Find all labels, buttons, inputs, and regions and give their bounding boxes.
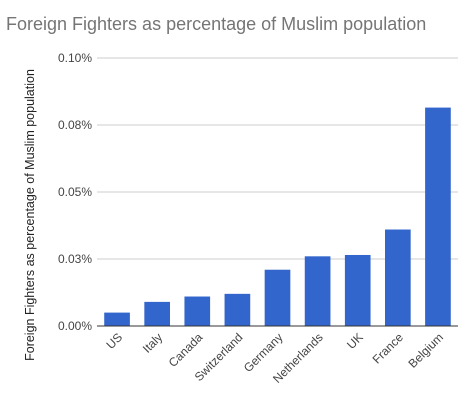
bar	[144, 301, 171, 326]
y-tick-label: 0.10%	[58, 51, 92, 65]
x-tick-label: US	[103, 330, 125, 352]
x-tick-label: Canada	[166, 330, 206, 370]
x-tick-label: UK	[344, 330, 366, 352]
bar	[384, 229, 411, 326]
y-tick-label: 0.05%	[58, 185, 92, 199]
bar	[344, 254, 371, 326]
bar	[224, 293, 251, 326]
bar	[104, 312, 130, 326]
x-tick-label: Italy	[140, 330, 165, 355]
bar	[264, 269, 291, 326]
x-tick-label: Belgium	[406, 330, 447, 371]
bar	[304, 256, 331, 326]
bar	[184, 296, 211, 326]
y-tick-label: 0.00%	[58, 319, 92, 333]
y-tick-label: 0.03%	[58, 252, 92, 266]
x-tick-label: France	[370, 330, 407, 367]
bar	[425, 107, 451, 326]
chart-title: Foreign Fighters as percentage of Muslim…	[6, 14, 427, 34]
y-tick-label: 0.08%	[58, 118, 92, 132]
